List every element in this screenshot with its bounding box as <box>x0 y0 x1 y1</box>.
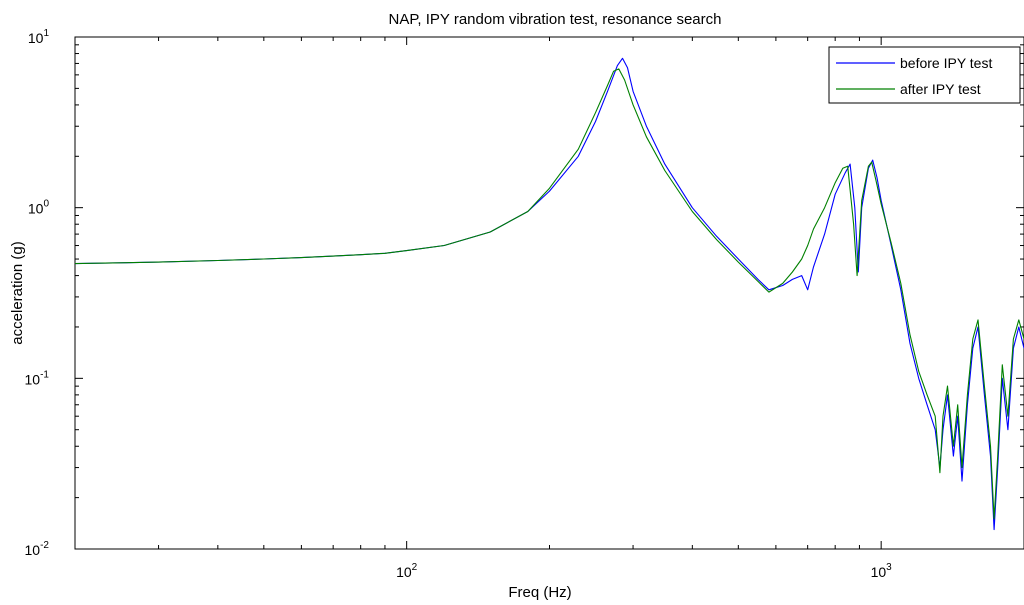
legend-label-before: before IPY test <box>900 55 992 71</box>
x-tick-label: 103 <box>871 562 893 580</box>
y-axis-label: acceleration (g) <box>9 241 26 344</box>
axis-ticks: 102 103 10-2 10-1 100 101 <box>25 28 1024 580</box>
x-axis-label: Freq (Hz) <box>508 584 571 601</box>
series-line-after-ipy-test <box>75 68 1024 520</box>
legend-box <box>828 46 1021 104</box>
y-tick-label: 101 <box>28 28 50 46</box>
legend-label-after: after IPY test <box>900 81 981 97</box>
y-tick-label: 100 <box>28 199 50 217</box>
series-lines <box>75 57 1024 531</box>
x-tick-label: 102 <box>396 562 418 580</box>
chart-title: NAP, IPY random vibration test, resonanc… <box>389 11 722 28</box>
y-tick-label: 10-1 <box>25 369 50 387</box>
plot-area <box>74 36 1024 550</box>
y-tick-label: 10-2 <box>25 540 50 558</box>
legend: before IPY test after IPY test <box>828 46 1021 104</box>
